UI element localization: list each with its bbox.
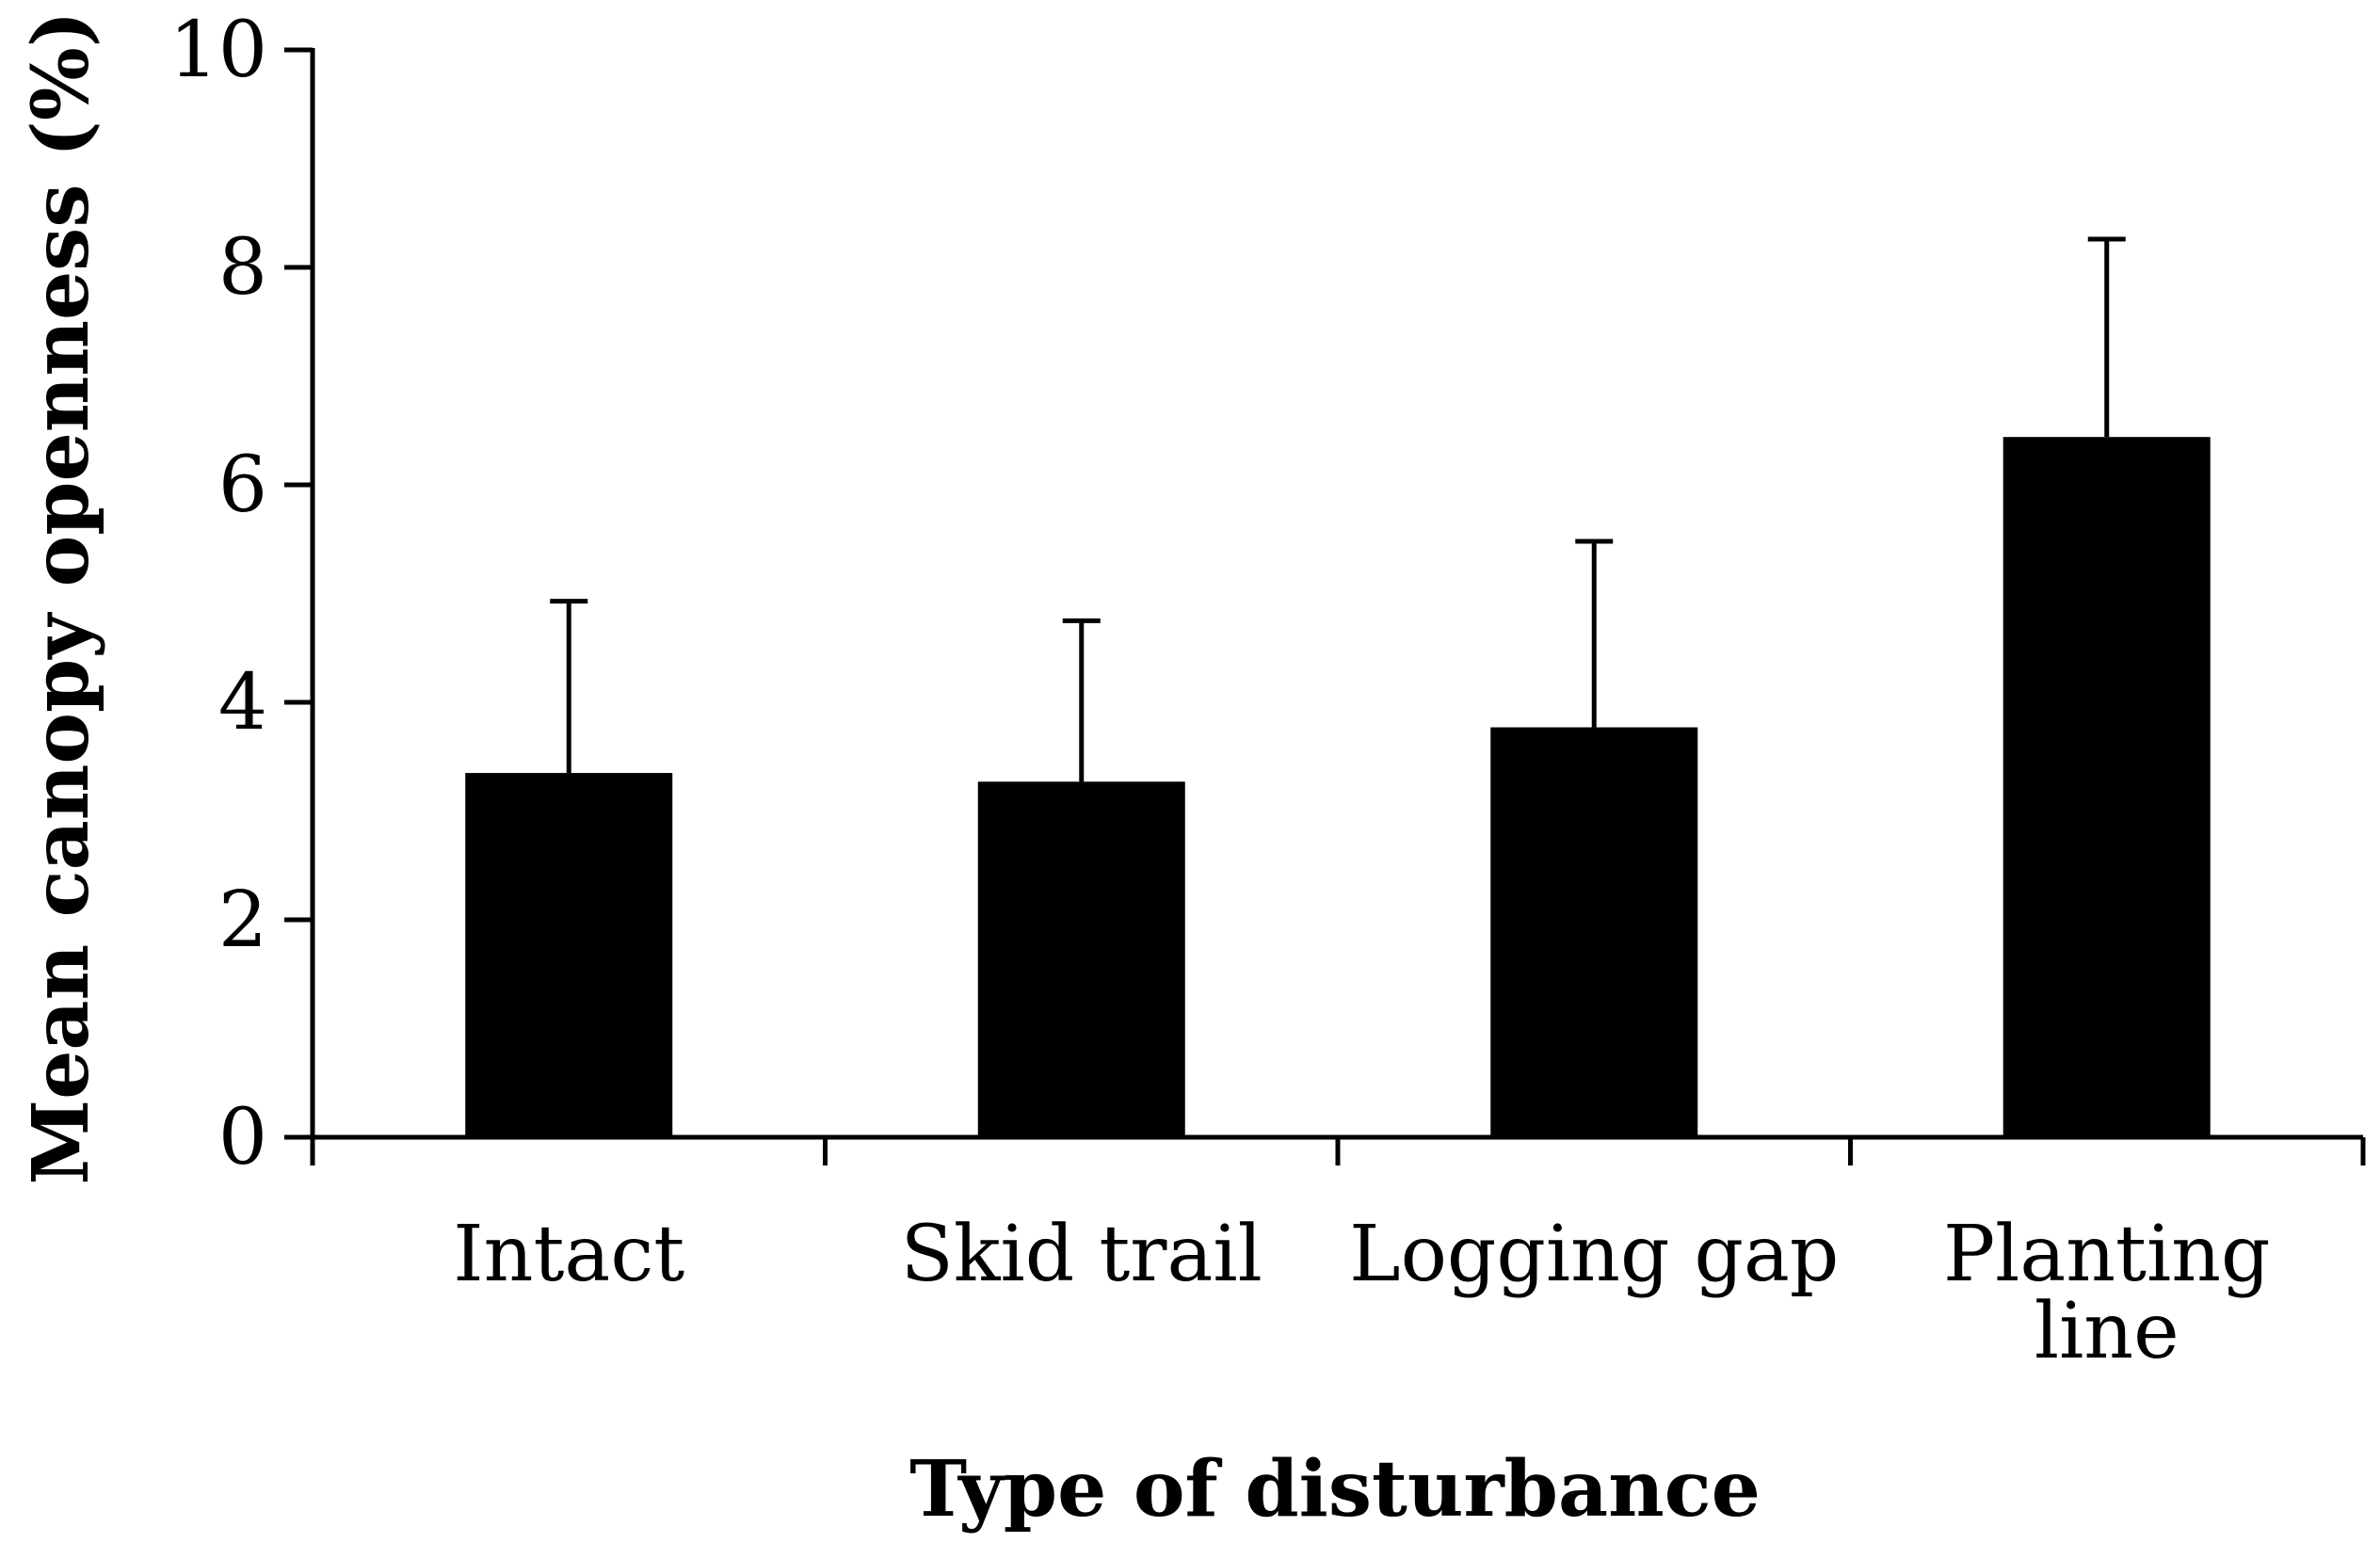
y-ticks-group: 0 2 4 6 8 10 — [169, 6, 313, 1182]
x-category-label: Logging gap — [1349, 1210, 1839, 1299]
y-axis-title: Mean canopy openness (%) — [16, 10, 106, 1184]
x-category-label: Intact — [453, 1210, 684, 1299]
y-tick-label: 10 — [169, 6, 267, 95]
bars-group — [465, 437, 2211, 1137]
y-tick-label: 4 — [218, 658, 267, 747]
y-tick-label: 0 — [218, 1093, 267, 1182]
bar — [2002, 437, 2211, 1137]
x-category-label: Planting — [1943, 1210, 2271, 1299]
x-category-label: line — [2034, 1287, 2179, 1376]
bar — [1490, 727, 1698, 1137]
y-tick-label: 8 — [218, 223, 267, 313]
bar — [977, 781, 1185, 1137]
x-axis-title: Type of disturbance — [909, 1444, 1761, 1535]
error-bars-group — [550, 236, 2126, 782]
axes-group — [310, 48, 2366, 1165]
y-tick-label: 2 — [218, 876, 267, 965]
bar — [465, 773, 673, 1137]
x-category-label: Skid trail — [901, 1210, 1262, 1299]
y-tick-label: 6 — [218, 441, 267, 530]
